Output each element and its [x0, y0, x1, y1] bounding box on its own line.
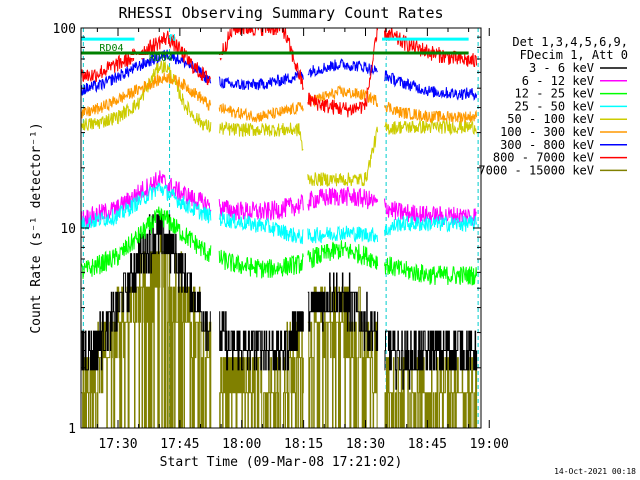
series-line-25-50kev	[307, 225, 379, 244]
legend-label: 3 - 6 keV	[529, 61, 594, 75]
series-line-100-300kev	[218, 101, 304, 124]
x-axis-label: Start Time (09-Mar-08 17:21:02)	[160, 455, 403, 470]
series-line-25-50kev	[218, 211, 304, 245]
series-line-6-12kev	[218, 194, 304, 222]
series-line-100-300kev	[307, 84, 379, 108]
y-tick-label: 10	[60, 222, 76, 237]
plot-area: N RD04 RD04	[81, 28, 479, 428]
legend-label: 6 - 12 keV	[522, 74, 594, 88]
series-line-3-6kev	[219, 311, 304, 371]
series-line-800-7000kev	[384, 28, 478, 67]
series-line-12-25kev	[81, 206, 212, 279]
series-line-100-300kev	[81, 71, 212, 119]
chart-title: RHESSI Observing Summary Count Rates	[118, 4, 443, 22]
legend-label: 25 - 50 keV	[515, 99, 594, 113]
x-tick-label: 17:30	[98, 437, 137, 452]
annotation-rd04-1: RD04	[99, 43, 123, 54]
legend-label: 7000 - 15000 keV	[478, 163, 594, 177]
axis-ticks: 17:30 17:45 18:00 18:15 18:30 18:45 19:00 1 10 10…	[53, 22, 509, 452]
legend-header-line-2: FDecim 1, Att 0	[520, 48, 628, 62]
series-line-12-25kev	[384, 256, 478, 286]
legend-header-line-1: Det 1,3,4,5,6,9,	[512, 35, 628, 49]
series-group: N RD04 RD04	[81, 28, 479, 428]
series-line-3-6kev	[81, 214, 211, 371]
series-line-300-800kev	[384, 70, 478, 101]
series-line-3-6kev	[384, 330, 478, 390]
series-line-7000-15000kev	[307, 286, 378, 428]
series-line-300-800kev	[218, 70, 304, 91]
series-line-800-7000kev	[218, 28, 304, 91]
y-axis-label: Count Rate (s⁻¹ detector⁻¹)	[29, 122, 44, 333]
x-tick-label: 18:30	[346, 437, 385, 452]
annotation-n-0: N	[170, 33, 176, 44]
series-line-50-100kev	[307, 126, 379, 188]
y-tick-label: 100	[53, 22, 76, 37]
y-tick-label: 1	[68, 422, 76, 437]
series-line-3-6kev	[307, 272, 379, 351]
x-tick-label: 17:45	[160, 437, 199, 452]
annotation-rd04-2: RD04	[149, 53, 173, 64]
series-line-50-100kev	[219, 121, 304, 151]
legend-label: 300 - 800 keV	[500, 138, 594, 152]
x-tick-label: 18:15	[284, 437, 323, 452]
series-line-25-50kev	[384, 215, 478, 237]
timestamp: 14-Oct-2021 00:18	[554, 467, 636, 476]
x-tick-label: 18:45	[408, 437, 447, 452]
series-line-100-300kev	[384, 101, 478, 123]
legend-label: 50 - 100 keV	[507, 112, 594, 126]
legend-label: 800 - 7000 keV	[493, 151, 594, 165]
series-line-6-12kev	[307, 186, 379, 211]
series-line-12-25kev	[307, 240, 379, 270]
x-tick-label: 18:00	[222, 437, 261, 452]
legend-label: 12 - 25 keV	[515, 87, 594, 101]
series-line-300-800kev	[307, 58, 378, 78]
x-tick-label: 19:00	[470, 437, 509, 452]
series-line-7000-15000kev	[81, 216, 212, 428]
series-line-6-12kev	[384, 198, 477, 227]
series-line-800-7000kev	[307, 28, 379, 118]
series-line-300-800kev	[81, 49, 212, 96]
series-line-12-25kev	[218, 249, 304, 279]
series-line-25-50kev	[81, 182, 212, 231]
legend: Det 1,3,4,5,6,9, FDecim 1, Att 0 3 - 6 k…	[478, 35, 628, 177]
legend-label: 100 - 300 keV	[500, 125, 594, 139]
